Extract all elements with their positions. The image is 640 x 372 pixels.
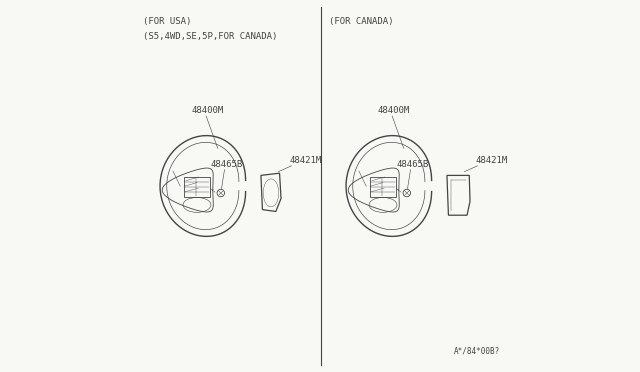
Text: 48465B: 48465B — [396, 160, 428, 169]
Bar — [370, 177, 396, 197]
Text: 48465B: 48465B — [210, 160, 243, 169]
Text: 48400M: 48400M — [192, 106, 224, 115]
Text: A*/84*00B?: A*/84*00B? — [454, 346, 500, 355]
Bar — [184, 177, 210, 197]
Text: 48400M: 48400M — [378, 106, 410, 115]
Text: 48421M: 48421M — [289, 156, 322, 165]
Text: (FOR USA): (FOR USA) — [143, 17, 191, 26]
Text: (FOR CANADA): (FOR CANADA) — [330, 17, 394, 26]
Text: (S5,4WD,SE,5P,FOR CANADA): (S5,4WD,SE,5P,FOR CANADA) — [143, 32, 278, 41]
Text: 48421M: 48421M — [476, 156, 508, 165]
